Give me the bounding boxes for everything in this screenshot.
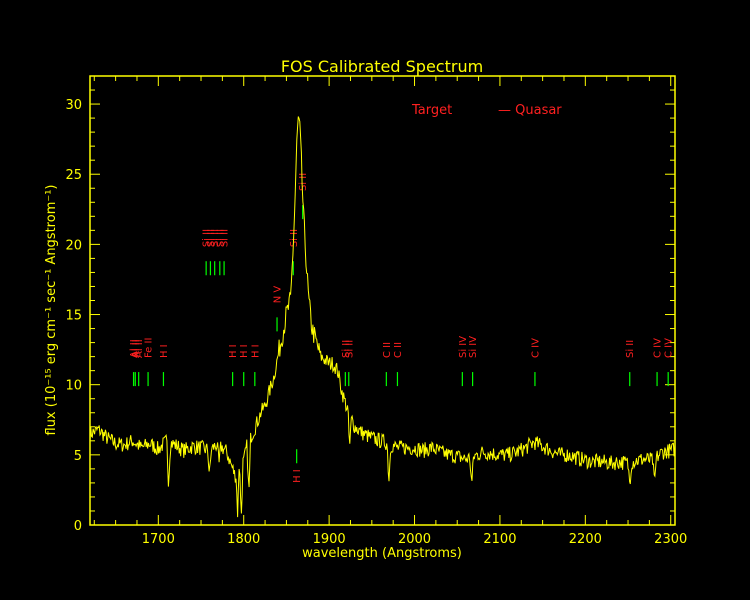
spectral-line-label: Al II	[134, 339, 145, 358]
y-tick-label: 5	[74, 449, 82, 464]
spectral-line-label: H I	[239, 344, 250, 358]
x-tick-label: 2100	[483, 532, 516, 547]
x-tick-label: 2200	[569, 532, 602, 547]
spectral-line-label: C IV	[530, 338, 541, 358]
spectral-line-label: H I	[159, 344, 170, 358]
chart-title: FOS Calibrated Spectrum	[281, 57, 483, 76]
spectral-line-label: C IV	[664, 338, 675, 358]
spectral-line-label: C IV	[653, 338, 664, 358]
spectral-line-label: Si II	[298, 173, 309, 191]
spectral-line-label: Si II	[215, 229, 226, 247]
legend-target-label: Target	[411, 103, 452, 118]
spectral-line-label: Al II	[129, 339, 140, 358]
spectral-line-label: H I	[228, 344, 239, 358]
spectral-line-label: Si II	[210, 229, 221, 247]
spectral-line-label: Si II	[344, 340, 355, 358]
x-tick-label: 2000	[398, 532, 431, 547]
y-axis-label: flux (10⁻¹⁵ erg cm⁻¹ sec⁻¹ Angstrom⁻¹)	[44, 185, 59, 436]
spectral-line-label: C II	[393, 342, 404, 358]
plot-frame	[89, 75, 676, 526]
spectral-line-label: Si IV	[468, 336, 479, 358]
spectral-line-label: N V	[273, 286, 284, 304]
y-tick-label: 30	[65, 98, 82, 113]
spectral-line-label: C II	[382, 342, 393, 358]
x-axis-label: wavelength (Angstroms)	[302, 546, 462, 561]
spectrum-line	[89, 116, 676, 518]
spectral-line-label: Al II	[131, 339, 142, 358]
y-tick-label: 0	[74, 519, 82, 534]
x-tick-label: 1800	[227, 532, 260, 547]
spectral-line-label: Si II	[206, 229, 217, 247]
spectral-line-label: Fe II	[144, 338, 155, 358]
spectral-line-label: Si II	[289, 229, 300, 247]
y-tick-label: 15	[65, 309, 82, 324]
spectrum-series	[89, 116, 676, 518]
spectral-line-label: H I	[292, 469, 303, 483]
y-tick-label: 20	[65, 238, 82, 253]
spectral-line-label: Si II	[220, 229, 231, 247]
spectral-line-label: Si II	[341, 340, 352, 358]
spectral-line-label: H I	[250, 344, 261, 358]
axis-ticks: 1700 1800 1900 2000 2100 2200 2300 0 5 10 15 20 25 30	[65, 76, 687, 547]
spectral-line-label: Si IV	[458, 336, 469, 358]
y-tick-label: 10	[65, 379, 82, 394]
x-tick-label: 1700	[142, 532, 175, 547]
legend-object-label: — Quasar	[498, 103, 562, 118]
x-tick-label: 2300	[654, 532, 687, 547]
x-tick-label: 1900	[313, 532, 346, 547]
spectral-line-label: Si II	[625, 340, 636, 358]
y-tick-label: 25	[65, 168, 82, 183]
spectral-line-label: Si II	[202, 229, 213, 247]
